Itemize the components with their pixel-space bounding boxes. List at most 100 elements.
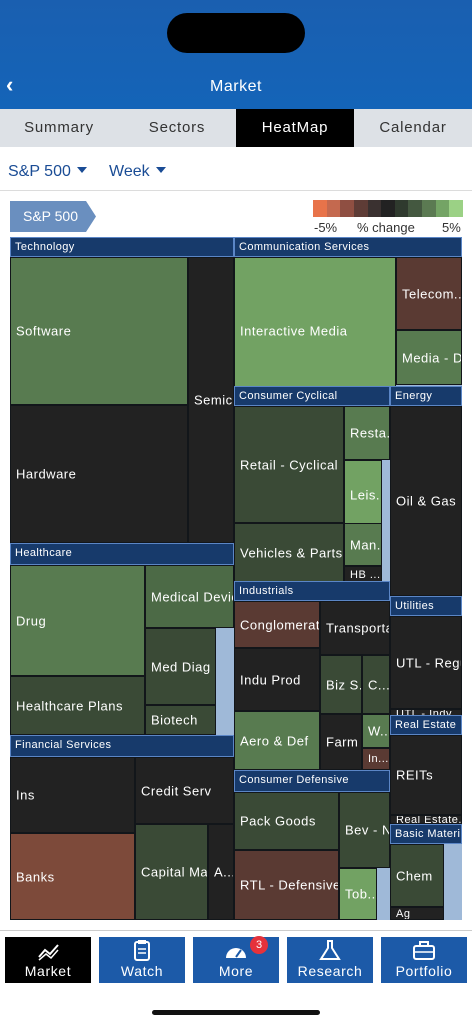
heatmap-cell-ag[interactable]: Ag bbox=[390, 907, 444, 920]
home-indicator bbox=[152, 1010, 320, 1015]
nav-watch[interactable]: Watch bbox=[99, 937, 185, 983]
heatmap-cell-healthcare-plans[interactable]: Healthcare Plans bbox=[10, 676, 145, 735]
heatmap-cell-credit-serv[interactable]: Credit Serv bbox=[135, 757, 234, 824]
heatmap-cell-media-d[interactable]: Media - D... bbox=[396, 330, 462, 385]
heatmap-cell-med-diag[interactable]: Med Diag bbox=[145, 628, 216, 705]
heatmap-cell-leis[interactable]: Leis... bbox=[344, 460, 382, 529]
heatmap-cell-ins[interactable]: Ins bbox=[10, 757, 135, 833]
heatmap-cell-oil-gas[interactable]: Oil & Gas bbox=[390, 406, 462, 596]
heatmap-cell-biotech[interactable]: Biotech bbox=[145, 705, 216, 735]
heatmap-cell-utl-regu[interactable]: UTL - Regu... bbox=[390, 616, 462, 709]
bottom-nav: Market Watch 3 More Research Portfolio bbox=[0, 930, 472, 990]
period-dropdown[interactable]: Week bbox=[109, 163, 166, 181]
heatmap-cell-label: Retail - Cyclical bbox=[240, 457, 339, 472]
heatmap-cell-interactive-media[interactable]: Interactive Media bbox=[234, 257, 396, 405]
heatmap-cell-bev-non-a[interactable]: Bev - Non-A bbox=[339, 792, 390, 868]
heatmap-cell-capital-markets[interactable]: Capital Markets bbox=[135, 824, 208, 920]
heatmap-cell-label: In... bbox=[368, 753, 389, 765]
nav-watch-label: Watch bbox=[120, 963, 164, 979]
sector-header-financial-services[interactable]: Financial Services bbox=[10, 735, 234, 757]
sector-header-real-estate[interactable]: Real Estate bbox=[390, 715, 462, 735]
heatmap-cell-hardware[interactable]: Hardware bbox=[10, 405, 188, 543]
heatmap-cell-aero-def[interactable]: Aero & Def bbox=[234, 711, 320, 770]
heatmap-cell-a[interactable]: A... bbox=[208, 824, 234, 920]
heatmap-cell-tob[interactable]: Tob... bbox=[339, 868, 377, 920]
heatmap-cell-label: Biotech bbox=[151, 712, 198, 728]
heatmap-cell-label: Ag bbox=[396, 907, 411, 920]
app-header: ‹ Market bbox=[0, 0, 472, 109]
sector-header-healthcare[interactable]: Healthcare bbox=[10, 543, 234, 565]
heatmap-cell-label: Semic... bbox=[194, 392, 233, 408]
heatmap-cell-reits[interactable]: REITs bbox=[390, 735, 462, 815]
heatmap-cell-label: Transporta... bbox=[326, 620, 389, 636]
heatmap-cell-label: Chem bbox=[396, 868, 433, 883]
heatmap-cell-hb[interactable]: HB ... bbox=[344, 566, 382, 583]
heatmap-cell-biz-s[interactable]: Biz S... bbox=[320, 655, 362, 714]
nav-more-label: More bbox=[218, 963, 254, 979]
sector-header-utilities[interactable]: Utilities bbox=[390, 596, 462, 616]
index-dropdown[interactable]: S&P 500 bbox=[8, 163, 87, 181]
heatmap-cell-banks[interactable]: Banks bbox=[10, 833, 135, 920]
heatmap-cell-software[interactable]: Software bbox=[10, 257, 188, 405]
heatmap-cell-in[interactable]: In... bbox=[362, 748, 390, 770]
heatmap-cell-semic[interactable]: Semic... bbox=[188, 257, 234, 543]
legend-swatch bbox=[353, 200, 368, 217]
heatmap-cell-c[interactable]: C... bbox=[362, 655, 390, 714]
heatmap-cell-man[interactable]: Man... bbox=[344, 523, 382, 566]
tab-calendar[interactable]: Calendar bbox=[379, 119, 447, 136]
heatmap-cell-label: Aero & Def bbox=[240, 733, 309, 748]
heatmap-cell-w[interactable]: W... bbox=[362, 714, 390, 748]
legend-min-label: -5% bbox=[314, 220, 338, 235]
nav-market[interactable]: Market bbox=[5, 937, 91, 983]
heatmap-cell-resta[interactable]: Resta... bbox=[344, 406, 390, 460]
legend-swatch bbox=[326, 200, 341, 217]
heatmap-cell-chem[interactable]: Chem bbox=[390, 844, 444, 907]
heatmap-cell-label: Hardware bbox=[16, 466, 77, 482]
heatmap-cell-label: Software bbox=[16, 323, 72, 339]
heatmap-cell-vehicles-parts[interactable]: Vehicles & Parts bbox=[234, 523, 344, 583]
sector-header-communication-services[interactable]: Communication Services bbox=[234, 237, 462, 257]
flask-icon bbox=[319, 940, 341, 960]
clipboard-icon bbox=[134, 940, 150, 961]
heatmap-cell-transporta[interactable]: Transporta... bbox=[320, 601, 390, 655]
heatmap-cell-indu-prod[interactable]: Indu Prod bbox=[234, 648, 320, 711]
home-bar-area bbox=[0, 990, 472, 1024]
chevron-left-icon[interactable]: ‹ bbox=[6, 72, 14, 97]
legend-swatch bbox=[435, 200, 450, 217]
heatmap-cell-label: Med Diag bbox=[151, 659, 211, 674]
sector-header-technology[interactable]: Technology bbox=[10, 237, 234, 257]
tab-sectors[interactable]: Sectors bbox=[148, 119, 206, 136]
heatmap-cell-drug[interactable]: Drug bbox=[10, 565, 145, 676]
sector-header-consumer-cyclical[interactable]: Consumer Cyclical bbox=[234, 386, 390, 406]
heatmap-cell-label: REITs bbox=[396, 767, 434, 783]
sector-header-industrials[interactable]: Industrials bbox=[234, 581, 390, 601]
legend-swatch bbox=[422, 200, 436, 217]
sector-header-consumer-defensive[interactable]: Consumer Defensive bbox=[234, 770, 390, 792]
heatmap-cell-label: Real Estate... bbox=[396, 815, 462, 824]
legend-swatch bbox=[394, 200, 409, 217]
legend-swatch bbox=[449, 200, 464, 217]
sector-header-basic-materi[interactable]: Basic Materi... bbox=[390, 824, 462, 844]
tab-heatmap[interactable]: HeatMap bbox=[236, 109, 354, 147]
heatmap-cell-farm[interactable]: Farm ... bbox=[320, 714, 362, 770]
legend-max-label: 5% bbox=[442, 220, 461, 235]
heatmap-cell-label: Media - D... bbox=[402, 350, 462, 365]
chevron-down-icon bbox=[76, 166, 87, 173]
legend-swatch bbox=[367, 200, 382, 217]
heatmap-cell-pack-goods[interactable]: Pack Goods bbox=[234, 792, 339, 850]
heatmap-cell-label: A... bbox=[214, 864, 234, 880]
sector-header-energy[interactable]: Energy bbox=[390, 386, 462, 406]
nav-more[interactable]: 3 More bbox=[193, 936, 279, 983]
tab-summary[interactable]: Summary bbox=[24, 119, 94, 136]
nav-portfolio[interactable]: Portfolio bbox=[381, 937, 467, 983]
nav-research[interactable]: Research bbox=[287, 937, 373, 983]
heatmap-cell-label: W... bbox=[368, 723, 390, 739]
heatmap-cell-retail-cyclical[interactable]: Retail - Cyclical bbox=[234, 406, 344, 523]
heatmap-cell-medical-devic[interactable]: Medical Devic... bbox=[145, 565, 234, 628]
heatmap-cell-conglomerates[interactable]: Conglomerates bbox=[234, 601, 320, 648]
heatmap-cell-rtl-defensive[interactable]: RTL - Defensive bbox=[234, 850, 339, 920]
heatmap-cell-label: Pack Goods bbox=[240, 813, 316, 829]
heatmap-cell-label: Banks bbox=[16, 869, 55, 884]
heatmap-cell-real-estate[interactable]: Real Estate... bbox=[390, 815, 462, 824]
heatmap-cell-telecom[interactable]: Telecom... bbox=[396, 257, 462, 330]
